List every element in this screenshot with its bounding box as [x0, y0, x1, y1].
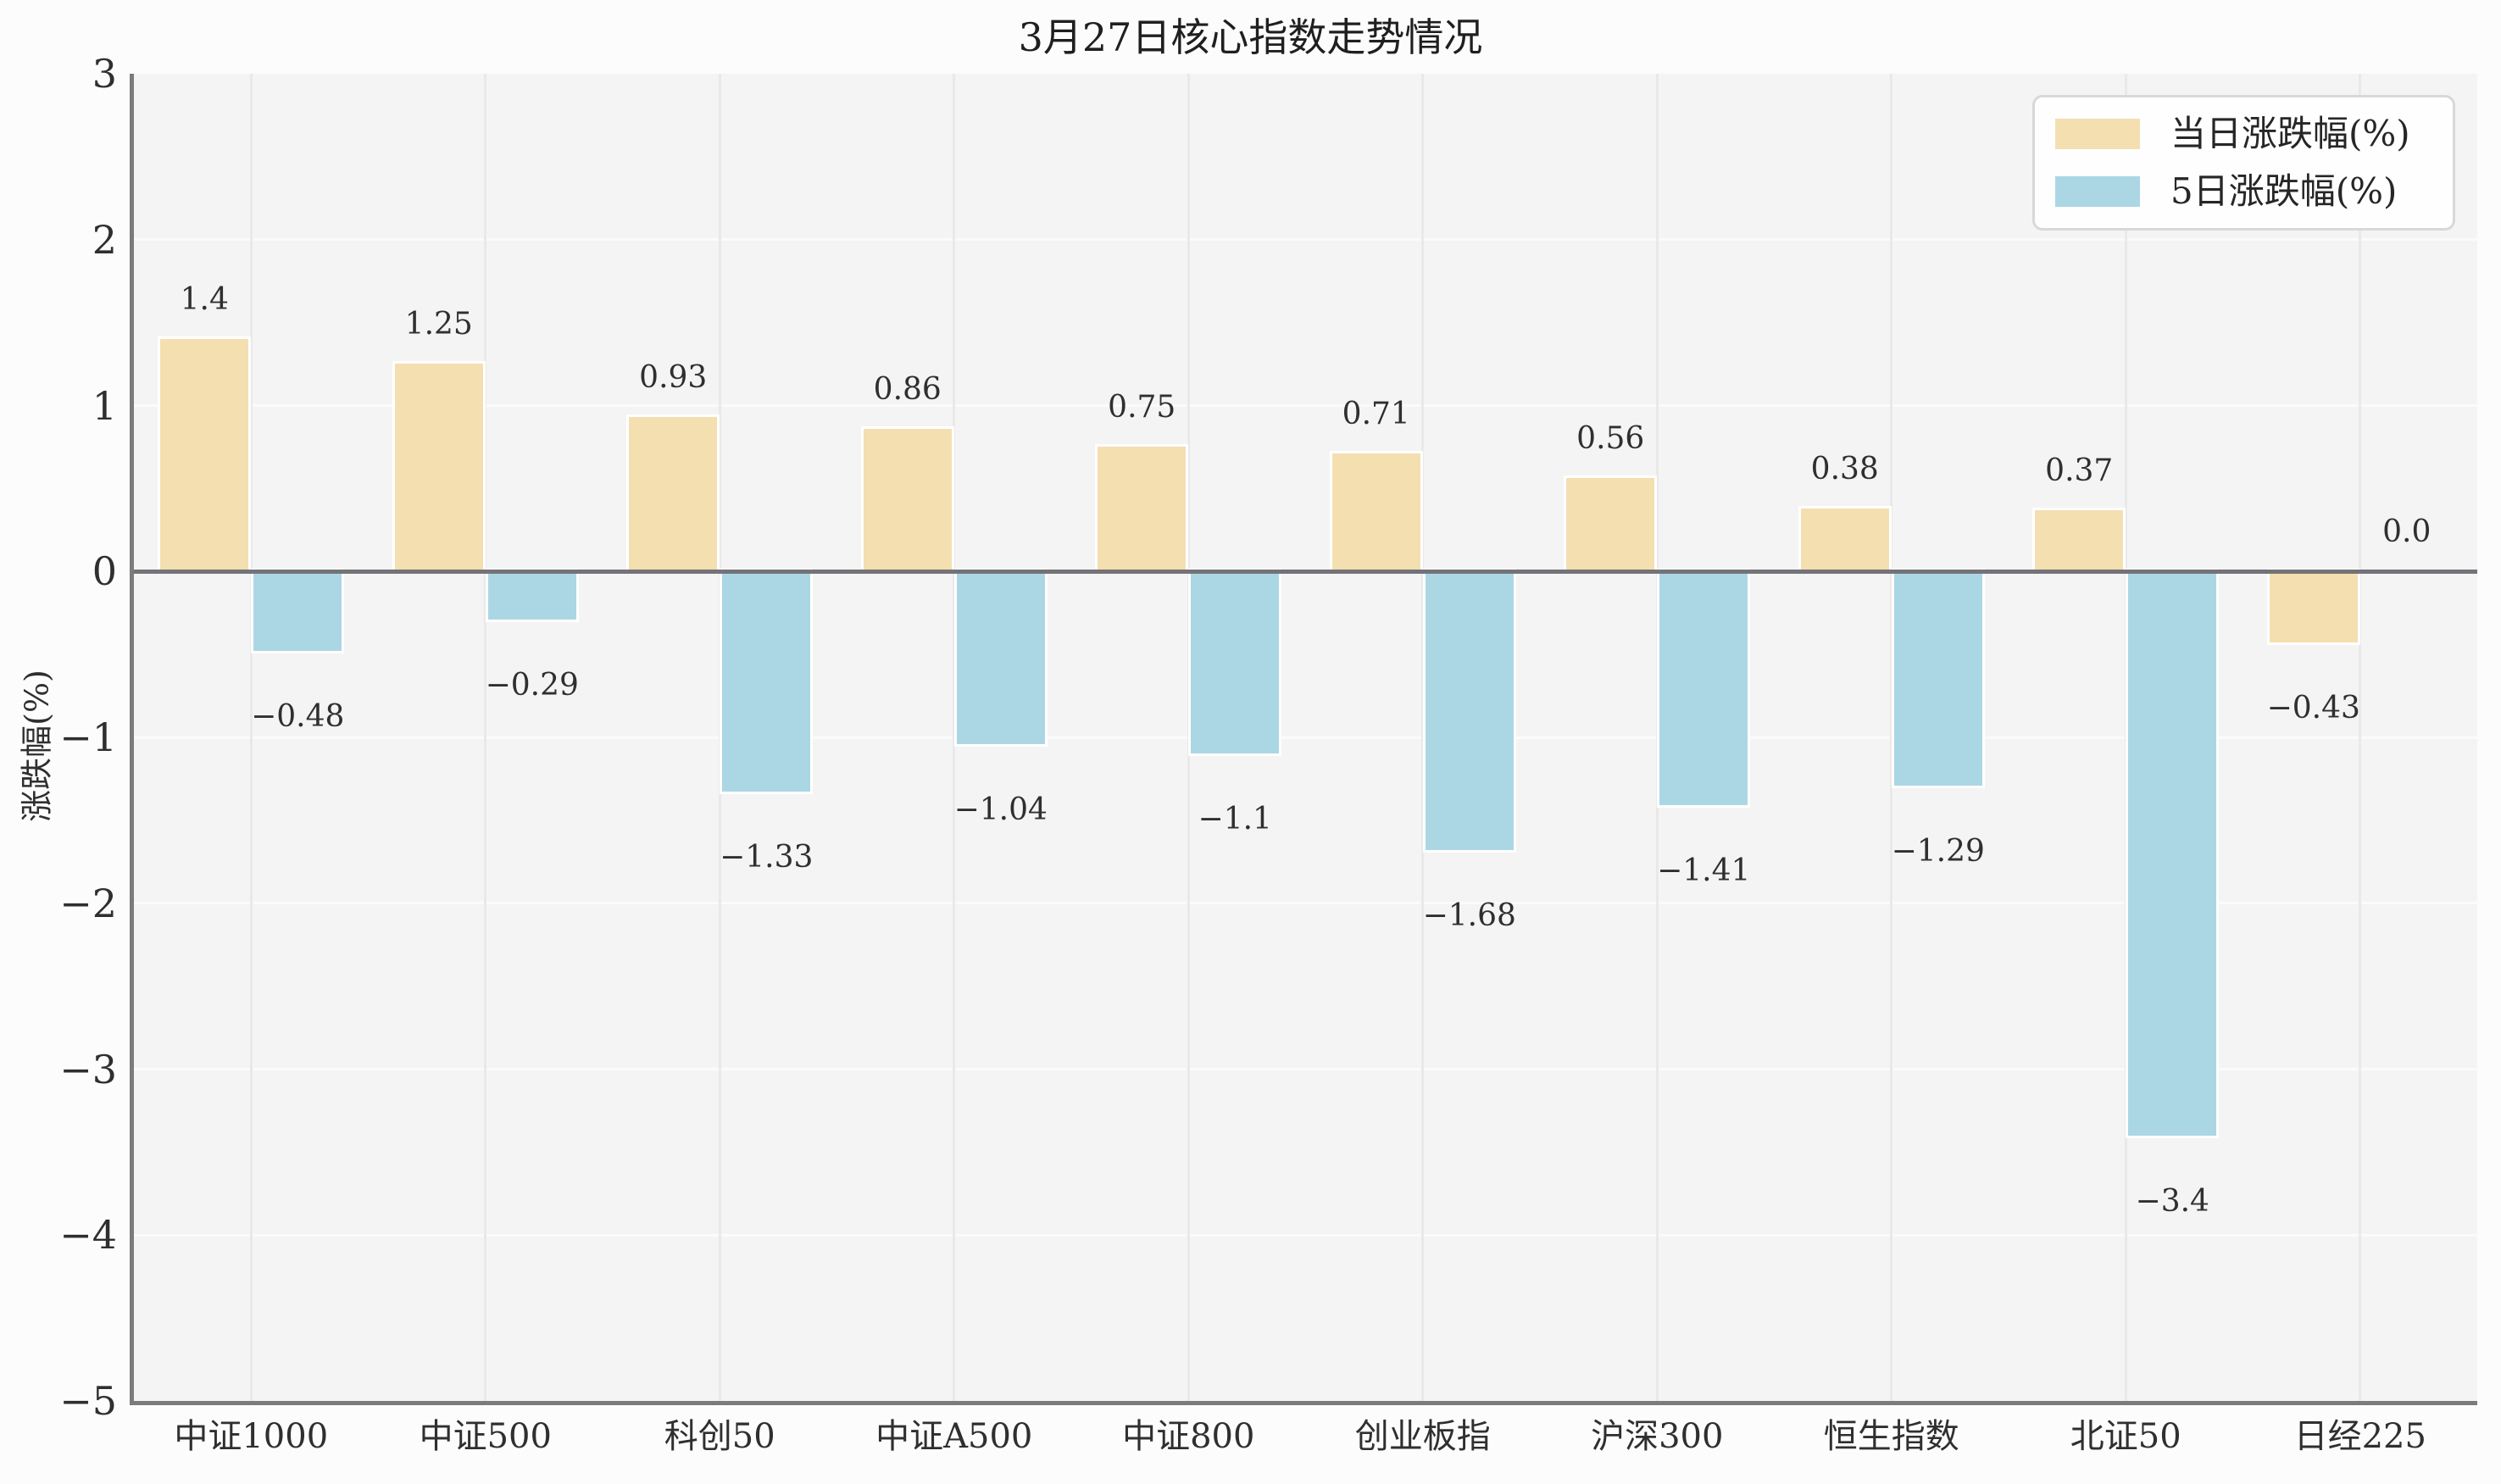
horizontal-gridline — [134, 736, 2477, 739]
bar-value-label: −1.04 — [953, 792, 1048, 828]
five-day-change-bar — [1657, 569, 1751, 809]
x-tick-label: 中证800 — [1122, 1417, 1255, 1456]
x-tick-label: 沪深300 — [1591, 1417, 1724, 1456]
x-tick-label: 科创50 — [664, 1417, 775, 1456]
bar-value-label: 0.0 — [2382, 514, 2432, 550]
horizontal-gridline — [134, 1068, 2477, 1070]
daily-change-bar — [1798, 506, 1892, 575]
daily-change-bar — [158, 336, 252, 575]
y-tick-label: −4 — [59, 1212, 117, 1259]
zero-line — [134, 569, 2477, 574]
legend-item-daily: 当日涨跌幅(%) — [2055, 116, 2436, 152]
bar-value-label: 0.56 — [1576, 421, 1645, 457]
legend: 当日涨跌幅(%) 5日涨跌幅(%) — [2032, 95, 2455, 231]
vertical-gridline — [484, 74, 487, 1401]
bar-value-label: 0.93 — [639, 360, 708, 396]
daily-change-bar — [1329, 451, 1423, 575]
five-day-change-bar — [485, 569, 579, 623]
bar-value-label: 1.25 — [404, 307, 473, 342]
y-tick-label: −3 — [59, 1046, 117, 1092]
bar-value-label: 0.86 — [873, 372, 942, 408]
daily-series-label: 当日涨跌幅(%) — [2170, 113, 2410, 154]
five-day-change-bar — [953, 569, 1048, 748]
bar-value-label: 0.38 — [1810, 452, 1879, 487]
bar-value-label: 0.71 — [1342, 397, 1410, 432]
bar-value-label: −0.29 — [485, 668, 579, 703]
chart-title: 3月27日核心指数走势情况 — [1018, 14, 1483, 60]
vertical-gridline — [249, 74, 253, 1401]
x-tick-label: 创业板指 — [1354, 1417, 1491, 1456]
daily-series-swatch — [2055, 119, 2140, 149]
y-tick-label: 0 — [92, 548, 117, 595]
x-tick-label: 中证1000 — [174, 1417, 329, 1456]
daily-change-bar — [626, 414, 720, 575]
five-day-change-bar — [1891, 569, 1985, 789]
x-tick-label: 中证500 — [419, 1417, 552, 1456]
five-day-change-bar — [720, 569, 814, 795]
daily-change-bar — [2266, 569, 2360, 646]
horizontal-gridline — [134, 238, 2477, 242]
y-tick-label: −2 — [59, 880, 117, 926]
x-tick-label: 日经225 — [2293, 1417, 2426, 1456]
five-day-series-swatch — [2055, 176, 2140, 207]
x-tick-label: 北证50 — [2070, 1417, 2181, 1456]
y-tick-label: −5 — [59, 1378, 117, 1424]
five-day-change-bar — [2126, 569, 2220, 1139]
five-day-series-label: 5日涨跌幅(%) — [2170, 170, 2398, 212]
bar-value-label: 0.75 — [1108, 390, 1176, 425]
horizontal-gridline — [134, 902, 2477, 905]
bar-value-label: −1.29 — [1891, 834, 1985, 870]
y-tick-label: 2 — [92, 216, 117, 263]
bar-value-label: 0.37 — [2045, 453, 2114, 489]
vertical-gridline — [2359, 74, 2362, 1401]
five-day-change-bar — [251, 569, 345, 654]
bar-value-label: 1.4 — [180, 282, 229, 318]
bar-value-label: −1.68 — [1422, 898, 1516, 934]
five-day-change-bar — [1422, 569, 1516, 853]
bar-value-label: −3.4 — [2135, 1184, 2209, 1220]
daily-change-bar — [860, 426, 954, 575]
horizontal-gridline — [134, 1233, 2477, 1237]
five-day-change-bar — [1188, 569, 1282, 757]
plot-area: 1.4 −0.48 1.25 −0.29 0.93 −1.33 0.86 −1.04 0.75 −… — [130, 74, 2477, 1405]
bar-value-label: −0.43 — [2266, 691, 2360, 726]
x-axis-spine — [130, 1401, 2477, 1405]
daily-change-bar — [1095, 444, 1189, 575]
legend-item-five-day: 5日涨跌幅(%) — [2055, 174, 2436, 209]
bar-value-label: −1.33 — [720, 840, 814, 875]
y-tick-label: 1 — [92, 382, 117, 429]
y-axis-spine — [130, 74, 134, 1405]
y-tick-label: 3 — [92, 51, 117, 97]
bar-value-label: −1.41 — [1657, 853, 1751, 889]
bar-value-label: −1.1 — [1198, 802, 1272, 837]
horizontal-gridline — [134, 404, 2477, 407]
bar-value-label: −0.48 — [251, 699, 345, 735]
daily-change-bar — [1564, 475, 1658, 575]
y-tick-label: −1 — [59, 714, 117, 760]
daily-change-bar — [2032, 508, 2126, 575]
x-tick-label: 恒生指数 — [1823, 1417, 1959, 1456]
daily-change-bar — [392, 361, 486, 575]
x-tick-label: 中证A500 — [875, 1417, 1033, 1456]
